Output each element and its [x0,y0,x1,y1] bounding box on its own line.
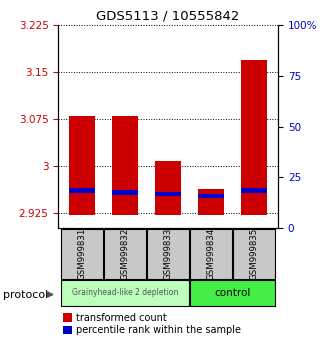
Text: protocol: protocol [3,290,49,299]
Bar [155,161,181,215]
FancyBboxPatch shape [190,229,232,279]
FancyBboxPatch shape [104,229,146,279]
Title: GDS5113 / 10555842: GDS5113 / 10555842 [97,9,240,22]
Bar [112,116,138,215]
Bar [69,116,95,215]
Bar [155,192,181,196]
Bar [198,194,224,198]
FancyBboxPatch shape [190,280,275,306]
Text: control: control [215,288,251,298]
Legend: transformed count, percentile rank within the sample: transformed count, percentile rank withi… [63,313,241,335]
Bar [241,188,267,193]
FancyBboxPatch shape [61,229,103,279]
Text: GSM999834: GSM999834 [207,228,216,280]
Bar [241,61,267,215]
FancyBboxPatch shape [233,229,275,279]
Text: GSM999835: GSM999835 [250,228,259,280]
Text: Grainyhead-like 2 depletion: Grainyhead-like 2 depletion [72,289,178,297]
Text: GSM999833: GSM999833 [164,228,173,280]
FancyBboxPatch shape [147,229,189,279]
FancyBboxPatch shape [61,280,189,306]
Bar [69,188,95,193]
Bar [198,189,224,215]
Text: GSM999831: GSM999831 [78,228,87,280]
Text: GSM999832: GSM999832 [121,228,130,280]
Bar [112,190,138,194]
